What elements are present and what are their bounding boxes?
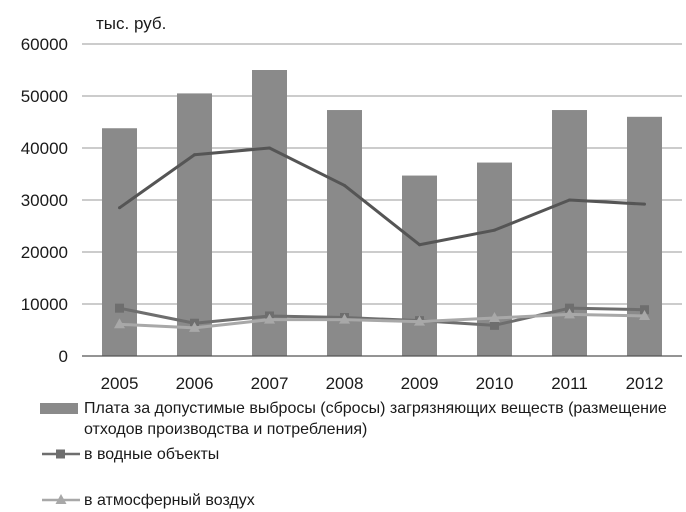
bar — [102, 128, 137, 356]
data-point — [343, 183, 346, 187]
data-point — [193, 153, 196, 157]
data-point — [493, 228, 496, 232]
x-axis-ticks: 2005 2006 2007 2008 2009 2010 2011 2012 — [101, 374, 664, 393]
data-point-square — [640, 305, 649, 315]
legend-label-water: в водные объекты — [84, 446, 220, 463]
gridlines — [82, 43, 682, 305]
bar — [552, 110, 587, 356]
legend-triangle-line-swatch — [42, 494, 80, 504]
data-point — [118, 206, 121, 210]
data-point-triangle — [264, 313, 275, 324]
data-point-square — [565, 303, 574, 313]
data-point — [418, 243, 421, 247]
y-tick-label: 60000 — [21, 35, 68, 54]
legend-item-payment: Плата за допустимые выбросы (сбросы) заг… — [40, 398, 680, 440]
series-line — [119, 312, 645, 330]
line-series — [114, 146, 650, 332]
series-line — [118, 146, 645, 247]
y-axis-unit-label: тыс. руб. — [96, 14, 166, 33]
bar — [402, 175, 437, 356]
data-point-square — [115, 303, 124, 313]
data-point-square — [490, 320, 499, 330]
y-tick-label: 40000 — [21, 139, 68, 158]
data-point-triangle — [114, 318, 125, 329]
data-point-triangle — [339, 313, 350, 324]
y-tick-label: 10000 — [21, 295, 68, 314]
legend-item-air: в атмосферный воздух — [40, 490, 255, 511]
y-tick-label: 0 — [59, 347, 68, 366]
legend-item-water: в водные объекты — [40, 444, 219, 465]
bar — [627, 116, 662, 356]
data-point — [643, 202, 646, 206]
legend-square-line-swatch — [42, 449, 80, 459]
data-point — [268, 146, 271, 150]
line-series-1 — [118, 146, 646, 247]
y-axis-ticks: 0 10000 20000 30000 40000 50000 60000 — [21, 35, 68, 366]
x-tick-label: 2012 — [626, 374, 664, 393]
y-tick-label: 50000 — [21, 87, 68, 106]
data-point-triangle — [414, 315, 425, 326]
data-point-triangle — [489, 312, 500, 323]
data-point-triangle — [189, 321, 200, 332]
y-tick-label: 20000 — [21, 243, 68, 262]
bar — [177, 93, 212, 357]
legend-label-air: в атмосферный воздух — [84, 492, 255, 509]
x-tick-label: 2008 — [326, 374, 364, 393]
x-tick-label: 2006 — [176, 374, 214, 393]
x-tick-label: 2010 — [476, 374, 514, 393]
line-series-3 — [114, 308, 650, 332]
legend-label-payment: Плата за допустимые выбросы (сбросы) заг… — [84, 400, 667, 438]
data-point-triangle — [639, 309, 650, 320]
x-tick-label: 2011 — [551, 374, 588, 393]
legend-bar-swatch — [40, 403, 78, 414]
y-tick-label: 30000 — [21, 191, 68, 210]
data-point-triangle — [564, 308, 575, 319]
data-point — [568, 198, 571, 202]
x-tick-label: 2009 — [401, 374, 439, 393]
x-tick-label: 2005 — [101, 374, 139, 393]
bar — [252, 70, 287, 356]
x-tick-label: 2007 — [251, 374, 289, 393]
series-line — [119, 306, 645, 327]
